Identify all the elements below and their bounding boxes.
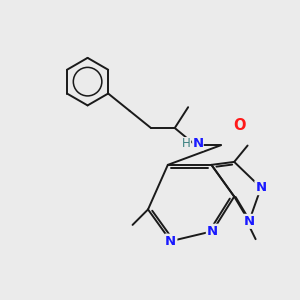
Text: N: N [207, 225, 218, 238]
Text: N: N [255, 181, 266, 194]
Text: N: N [192, 137, 203, 150]
Text: N: N [244, 215, 255, 228]
Text: O: O [234, 118, 246, 134]
Text: H: H [182, 137, 191, 150]
Text: N: N [165, 235, 176, 248]
